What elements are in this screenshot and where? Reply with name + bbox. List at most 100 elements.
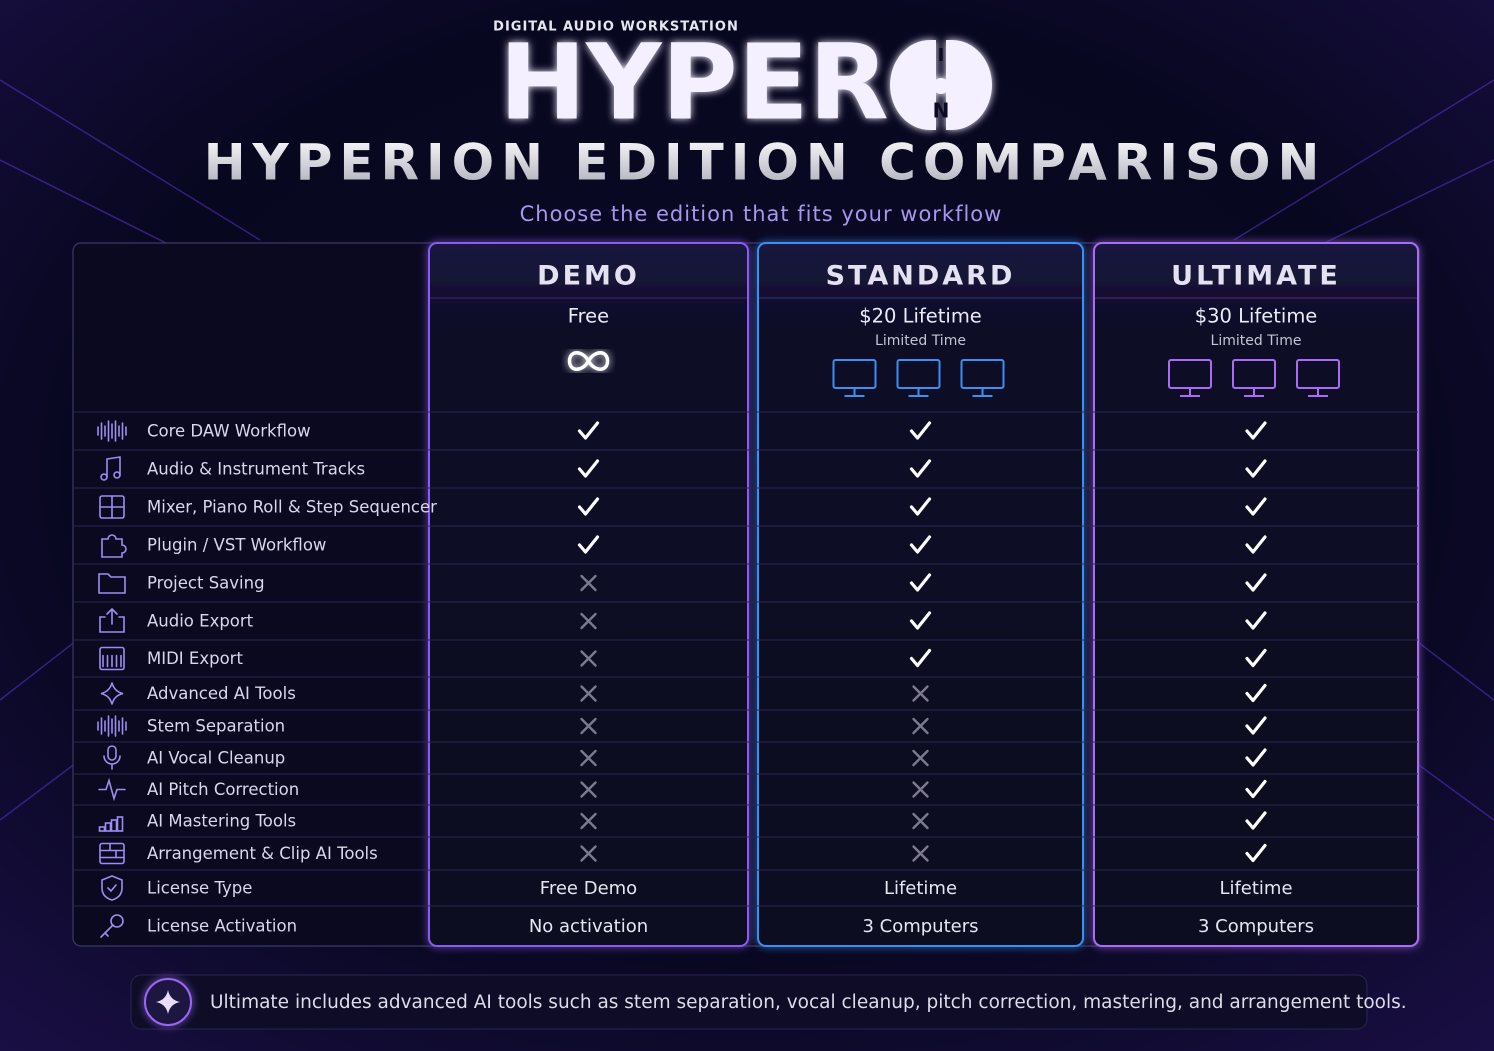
- edition-price: Free: [568, 305, 609, 328]
- cross-icon: [580, 749, 597, 767]
- license-value: 3 Computers: [862, 916, 978, 937]
- feature-label: Audio Export: [147, 612, 254, 631]
- edition-price: $30 Lifetime: [1195, 305, 1318, 328]
- check-icon: [1245, 421, 1267, 440]
- feature-icon: [97, 715, 127, 737]
- check-icon: [909, 459, 932, 478]
- icon-stroke: [101, 534, 127, 558]
- computer-icon: [1232, 359, 1276, 397]
- feature-label: AI Pitch Correction: [147, 780, 299, 799]
- icon-stroke: [99, 607, 125, 633]
- feature-label: Advanced AI Tools: [147, 684, 296, 703]
- feature-icon: [100, 914, 124, 938]
- feature-label: Plugin / VST Workflow: [147, 536, 326, 555]
- icon-stroke: [113, 471, 121, 479]
- logo-mark: [890, 40, 992, 130]
- title: HYPERION EDITION COMPARISON: [204, 134, 1327, 192]
- cross-icon: [912, 781, 929, 798]
- cross-icon: [580, 650, 597, 667]
- check-icon: [577, 421, 600, 440]
- edition-column: [1093, 242, 1419, 947]
- feature-icon: [100, 456, 121, 481]
- cross-icon: [912, 812, 929, 830]
- feature-icon: [97, 420, 127, 442]
- edition-note: Limited Time: [875, 333, 966, 349]
- cross-icon: [580, 574, 597, 592]
- cross-icon: [912, 717, 929, 735]
- feature-icon: [100, 682, 124, 705]
- check-icon: [1245, 459, 1267, 478]
- icon-stroke: [100, 924, 114, 938]
- computer-icon: [960, 359, 1005, 397]
- check-icon: [909, 497, 932, 516]
- cross-icon: [912, 749, 929, 767]
- icon-stroke: [99, 495, 125, 519]
- edition-name: ULTIMATE: [1171, 261, 1341, 292]
- icon-stroke: [106, 456, 121, 478]
- license-value: Lifetime: [1219, 878, 1292, 899]
- edition-name: DEMO: [537, 261, 640, 292]
- feature-label: Mixer, Piano Roll & Step Sequencer: [147, 498, 437, 517]
- feature-label: License Type: [147, 879, 252, 898]
- cross-icon: [580, 781, 597, 798]
- footer-text: Ultimate includes advanced AI tools such…: [210, 992, 1407, 1013]
- cross-icon: [912, 685, 929, 702]
- edition-name: STANDARD: [826, 261, 1016, 292]
- icon-stroke: [110, 819, 118, 832]
- check-icon: [1245, 748, 1267, 767]
- icon-stroke: [99, 842, 125, 859]
- logo-text: HYPER: [499, 21, 889, 143]
- icon-stroke: [104, 822, 112, 832]
- computer-icon: [1296, 359, 1340, 397]
- check-icon: [1245, 683, 1267, 703]
- feature-icon: [99, 842, 125, 865]
- license-value: Lifetime: [884, 878, 957, 899]
- edition-column: [757, 242, 1084, 947]
- icon-stroke: [98, 573, 126, 594]
- subtitle: Choose the edition that fits your workfl…: [520, 202, 1003, 226]
- feature-icon: [98, 777, 126, 802]
- cross-icon: [580, 717, 597, 735]
- check-icon: [577, 459, 600, 478]
- edition-price: $20 Lifetime: [859, 305, 982, 328]
- edition-note: Limited Time: [1211, 333, 1302, 349]
- eyebrow: DIGITAL AUDIO WORKSTATION: [493, 20, 739, 35]
- check-icon: [577, 535, 600, 554]
- feature-label: AI Mastering Tools: [147, 812, 296, 831]
- comparison-table: DEMO Free STANDARD $20 Lifetime Limited Time…: [72, 242, 1420, 947]
- feature-label: Project Saving: [147, 574, 265, 593]
- icon-stroke: [98, 777, 126, 802]
- check-icon: [577, 497, 600, 516]
- icon-stroke: [98, 826, 106, 832]
- check-icon: [1245, 843, 1267, 863]
- license-value: Free Demo: [540, 878, 637, 899]
- check-icon: [909, 573, 932, 592]
- feature-label: License Activation: [147, 917, 297, 936]
- cross-icon: [580, 612, 597, 630]
- computer-icon: [832, 359, 877, 397]
- edition-column: [428, 242, 749, 947]
- computer-icon: [896, 359, 941, 397]
- cross-icon: [580, 685, 597, 702]
- feature-icon: [99, 607, 125, 633]
- license-value: 3 Computers: [1198, 916, 1314, 937]
- sparkle-icon: [156, 990, 180, 1014]
- feature-label: MIDI Export: [147, 649, 243, 668]
- feature-label: Core DAW Workflow: [147, 422, 311, 441]
- check-icon: [1245, 497, 1267, 516]
- logo-letter: N: [933, 99, 950, 123]
- icon-stroke: [99, 646, 125, 671]
- check-icon: [1245, 716, 1267, 735]
- icon-stroke: [110, 914, 124, 928]
- feature-label: Audio & Instrument Tracks: [147, 460, 365, 479]
- check-icon: [1245, 611, 1267, 630]
- feature-icon: [99, 646, 125, 671]
- icon-stroke: [107, 745, 117, 761]
- check-icon: [1245, 573, 1267, 592]
- icon-stroke: [101, 875, 123, 901]
- check-icon: [909, 611, 932, 630]
- check-icon: [1245, 535, 1267, 554]
- logo-letter: I: [938, 45, 945, 66]
